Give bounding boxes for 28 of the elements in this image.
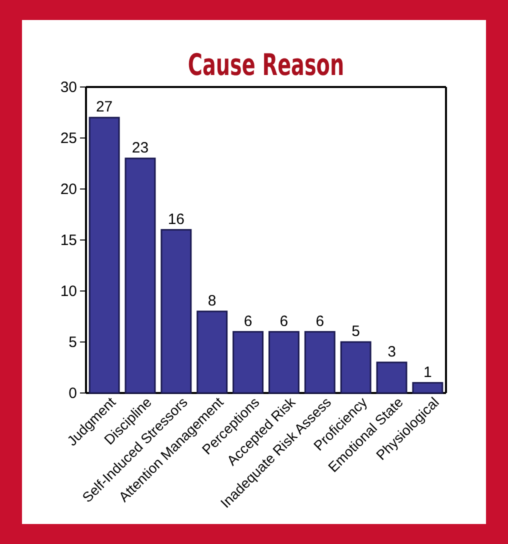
data-label: 16 bbox=[168, 210, 185, 228]
bar bbox=[232, 331, 264, 394]
y-tick-label: 0 bbox=[68, 384, 77, 402]
bar bbox=[376, 362, 408, 394]
data-label: 6 bbox=[244, 312, 252, 330]
y-tick-label: 30 bbox=[60, 78, 77, 96]
y-tick-label: 10 bbox=[60, 282, 77, 300]
data-label: 8 bbox=[208, 292, 216, 310]
y-tick-label: 25 bbox=[60, 130, 77, 147]
y-tick-label: 5 bbox=[68, 334, 77, 351]
bar bbox=[124, 158, 156, 394]
data-label: 6 bbox=[316, 312, 324, 330]
y-tick-label: 15 bbox=[60, 232, 77, 249]
data-label: 27 bbox=[96, 98, 113, 116]
chart-title: Cause Reason bbox=[188, 49, 344, 84]
data-label: 6 bbox=[280, 312, 288, 330]
data-label: 5 bbox=[352, 323, 360, 340]
bar bbox=[88, 116, 120, 394]
bar bbox=[196, 310, 228, 394]
bar bbox=[160, 229, 192, 394]
bar bbox=[340, 341, 372, 394]
bar bbox=[304, 331, 336, 394]
y-tick-label: 20 bbox=[60, 180, 77, 198]
bar bbox=[412, 382, 444, 394]
data-label: 1 bbox=[424, 364, 432, 381]
bar bbox=[268, 331, 300, 394]
data-label: 3 bbox=[388, 343, 396, 360]
data-label: 23 bbox=[132, 139, 149, 156]
